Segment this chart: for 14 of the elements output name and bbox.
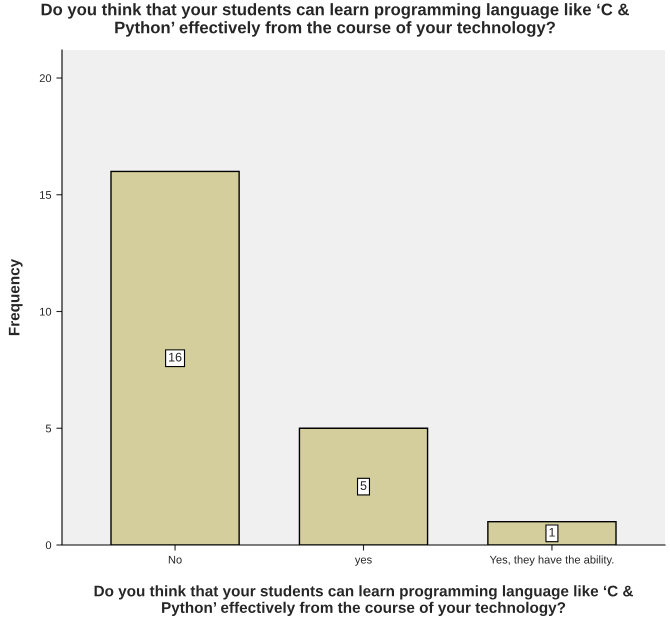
data-label: 1 bbox=[549, 528, 555, 537]
y-axis-title: Frequency bbox=[8, 258, 23, 336]
y-tick-label: 15 bbox=[40, 191, 52, 199]
data-label: 16 bbox=[169, 352, 182, 362]
x-tick-label: Yes, they have the ability. bbox=[490, 555, 614, 566]
y-tick-label: 5 bbox=[46, 424, 52, 432]
x-tick-label: yes bbox=[354, 557, 372, 566]
data-label: 5 bbox=[360, 481, 366, 490]
y-tick-label: 20 bbox=[40, 74, 52, 82]
y-tick-label: 0 bbox=[46, 541, 52, 550]
x-tick-label: No bbox=[168, 556, 182, 564]
x-axis-title: Do you think that your students can learn programming language like ‘C & Python’ effectively from the course of your technology? bbox=[94, 585, 633, 616]
y-tick-label: 10 bbox=[40, 308, 52, 316]
chart-title: Do you think that your students can learn programming language like ‘C & Python’ effectively from the course of your technology? bbox=[42, 3, 629, 37]
